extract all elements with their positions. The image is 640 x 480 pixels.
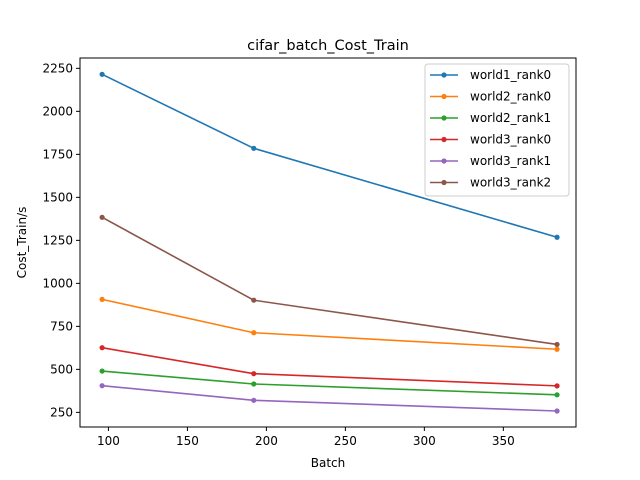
x-axis-title: Batch	[311, 456, 346, 470]
legend-marker	[441, 115, 447, 121]
data-point	[99, 71, 105, 77]
x-tick-label: 350	[492, 434, 515, 448]
data-point	[251, 330, 257, 336]
axes-frame	[79, 57, 577, 428]
data-point	[251, 297, 257, 303]
data-point	[99, 214, 105, 220]
data-point	[99, 345, 105, 351]
legend-marker	[441, 93, 447, 100]
plot-area	[99, 71, 560, 414]
data-point	[251, 397, 257, 403]
y-tick-label: 1000	[42, 276, 73, 290]
data-point	[99, 368, 105, 374]
y-tick-label: 1250	[42, 233, 73, 247]
legend-label: world2_rank1	[470, 111, 551, 125]
legend-marker	[441, 158, 447, 164]
y-tick-label: 500	[50, 362, 73, 376]
x-tick-label: 150	[176, 434, 199, 448]
data-point	[99, 383, 105, 389]
legend-label: world2_rank0	[470, 90, 551, 104]
x-tick-label: 300	[413, 434, 436, 448]
series-world3_rank2	[99, 214, 560, 348]
y-tick-label: 2000	[42, 104, 73, 118]
data-point	[554, 341, 560, 348]
x-tick-label: 200	[255, 434, 278, 448]
x-tick-label: 250	[334, 434, 357, 448]
legend-marker	[441, 136, 447, 143]
series-world3_rank0	[99, 345, 560, 389]
x-axis: 100 150 200 250 300 350	[97, 427, 515, 448]
y-tick-label: 1500	[42, 190, 73, 204]
x-tick-label: 100	[97, 434, 120, 448]
legend-item: world3_rank1	[430, 154, 551, 168]
legend-label: world1_rank0	[470, 68, 551, 82]
y-axis: 250 500 750 1000 1250 1500 1750 2000 2250	[42, 61, 80, 419]
series-world2_rank1	[99, 368, 560, 398]
legend: world1_rank0 world2_rank0 world2_rank1worl…	[424, 63, 570, 197]
chart-title: cifar_batch_Cost_Train	[247, 38, 409, 54]
y-tick-label: 750	[50, 319, 73, 333]
legend-box	[424, 63, 570, 197]
legend-item: world1_rank0	[430, 68, 551, 82]
data-point	[251, 145, 257, 151]
series-world1_rank0	[99, 71, 560, 240]
legend-label: world3_rank0	[470, 133, 551, 147]
y-tick-label: 250	[50, 405, 73, 419]
y-tick-label: 2250	[42, 61, 73, 75]
legend-item: world2_rank0	[430, 90, 551, 104]
data-point	[251, 381, 257, 387]
data-point	[554, 383, 560, 389]
data-point	[554, 392, 560, 398]
legend-label: world3_rank1	[470, 154, 551, 168]
data-point	[554, 346, 560, 352]
series-world2_rank0	[99, 296, 560, 352]
legend-label: world3_rank2	[470, 176, 551, 190]
y-axis-title: Cost_Train/s	[15, 207, 29, 279]
data-point	[251, 371, 257, 377]
legend-item: world3_rank0	[430, 133, 551, 147]
legend-marker	[441, 72, 447, 78]
legend-marker	[441, 179, 447, 186]
data-point	[99, 296, 105, 302]
data-point	[554, 234, 560, 240]
data-point	[554, 408, 560, 414]
legend-item: world2_rank1	[430, 111, 551, 125]
series-world3_rank1	[99, 383, 560, 414]
legend-item: world3_rank2	[430, 176, 551, 190]
y-tick-label: 1750	[42, 147, 73, 161]
